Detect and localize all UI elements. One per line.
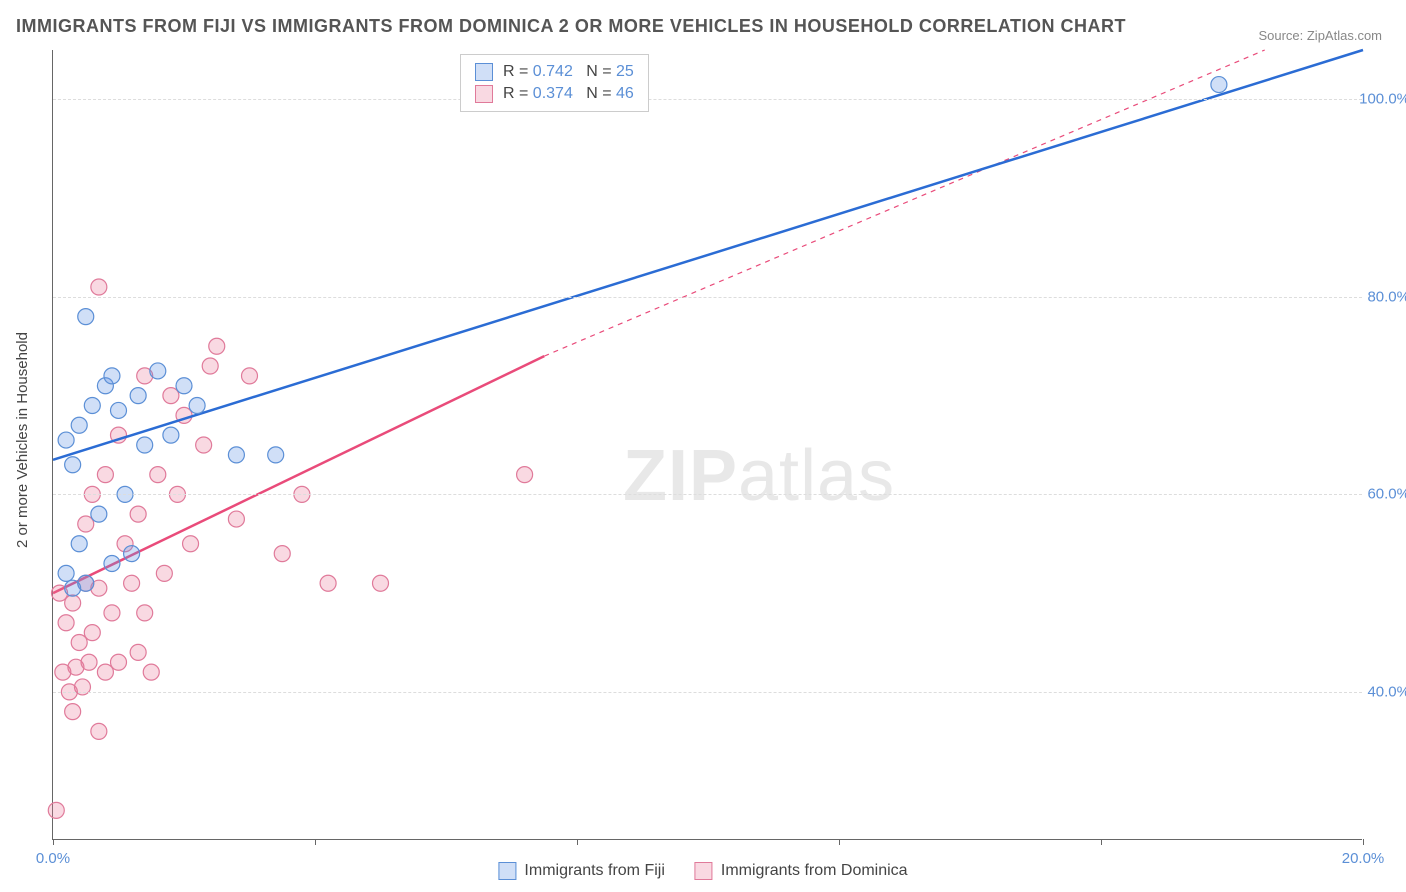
chart-container: IMMIGRANTS FROM FIJI VS IMMIGRANTS FROM … — [0, 0, 1406, 892]
data-point — [81, 654, 97, 670]
data-point — [137, 437, 153, 453]
series-legend: Immigrants from Fiji Immigrants from Domi… — [498, 862, 907, 880]
data-point — [97, 467, 113, 483]
gridline-h — [53, 692, 1362, 693]
plot-svg — [53, 50, 1362, 839]
trend-line-dashed — [544, 50, 1265, 356]
data-point — [124, 546, 140, 562]
data-point — [91, 279, 107, 295]
x-tick — [315, 839, 316, 845]
data-point — [228, 447, 244, 463]
x-tick — [53, 839, 54, 845]
data-point — [163, 427, 179, 443]
data-point — [373, 575, 389, 591]
legend-swatch — [475, 63, 493, 81]
gridline-h — [53, 99, 1362, 100]
data-point — [242, 368, 258, 384]
y-tick-label: 100.0% — [1359, 91, 1406, 108]
data-point — [202, 358, 218, 374]
x-tick-label: 20.0% — [1342, 850, 1385, 867]
data-point — [150, 363, 166, 379]
data-point — [84, 398, 100, 414]
y-tick-label: 60.0% — [1367, 486, 1406, 503]
data-point — [156, 565, 172, 581]
data-point — [65, 595, 81, 611]
x-tick — [1363, 839, 1364, 845]
data-point — [196, 437, 212, 453]
data-point — [71, 635, 87, 651]
data-point — [130, 506, 146, 522]
correlation-legend: R = 0.742 N = 25 R = 0.374 N = 46 — [460, 54, 649, 112]
data-point — [58, 432, 74, 448]
data-point — [65, 457, 81, 473]
legend-swatch — [498, 862, 516, 880]
data-point — [71, 536, 87, 552]
x-tick — [839, 839, 840, 845]
x-tick — [1101, 839, 1102, 845]
x-tick-label: 0.0% — [36, 850, 70, 867]
series-legend-item: Immigrants from Fiji — [498, 862, 664, 880]
data-point — [137, 605, 153, 621]
data-point — [65, 580, 81, 596]
data-point — [130, 388, 146, 404]
x-tick — [577, 839, 578, 845]
data-point — [143, 664, 159, 680]
data-point — [104, 605, 120, 621]
data-point — [228, 511, 244, 527]
source-attribution: Source: ZipAtlas.com — [1258, 28, 1382, 43]
data-point — [111, 402, 127, 418]
y-tick-label: 40.0% — [1367, 683, 1406, 700]
data-point — [78, 516, 94, 532]
data-point — [58, 565, 74, 581]
data-point — [104, 556, 120, 572]
legend-swatch — [695, 862, 713, 880]
legend-stats: R = 0.374 N = 46 — [503, 85, 634, 103]
data-point — [91, 723, 107, 739]
data-point — [91, 506, 107, 522]
data-point — [124, 575, 140, 591]
data-point — [58, 615, 74, 631]
data-point — [189, 398, 205, 414]
data-point — [274, 546, 290, 562]
plot-area: ZIPatlas 40.0%60.0%80.0%100.0%0.0%20.0% — [52, 50, 1362, 840]
data-point — [65, 704, 81, 720]
legend-row: R = 0.374 N = 46 — [475, 83, 634, 105]
data-point — [104, 368, 120, 384]
series-legend-item: Immigrants from Dominica — [695, 862, 908, 880]
chart-title: IMMIGRANTS FROM FIJI VS IMMIGRANTS FROM … — [16, 16, 1126, 37]
data-point — [130, 644, 146, 660]
gridline-h — [53, 297, 1362, 298]
y-tick-label: 80.0% — [1367, 288, 1406, 305]
series-legend-label: Immigrants from Fiji — [524, 862, 664, 880]
data-point — [183, 536, 199, 552]
legend-row: R = 0.742 N = 25 — [475, 61, 634, 83]
data-point — [71, 417, 87, 433]
data-point — [48, 802, 64, 818]
data-point — [268, 447, 284, 463]
y-axis-label: 2 or more Vehicles in Household — [14, 332, 31, 548]
trend-line — [53, 50, 1363, 460]
legend-stats: R = 0.742 N = 25 — [503, 63, 634, 81]
data-point — [176, 378, 192, 394]
data-point — [78, 309, 94, 325]
data-point — [111, 654, 127, 670]
series-legend-label: Immigrants from Dominica — [721, 862, 908, 880]
data-point — [209, 338, 225, 354]
legend-swatch — [475, 85, 493, 103]
data-point — [163, 388, 179, 404]
data-point — [517, 467, 533, 483]
data-point — [320, 575, 336, 591]
data-point — [84, 625, 100, 641]
data-point — [97, 664, 113, 680]
gridline-h — [53, 494, 1362, 495]
data-point — [1211, 77, 1227, 93]
data-point — [150, 467, 166, 483]
